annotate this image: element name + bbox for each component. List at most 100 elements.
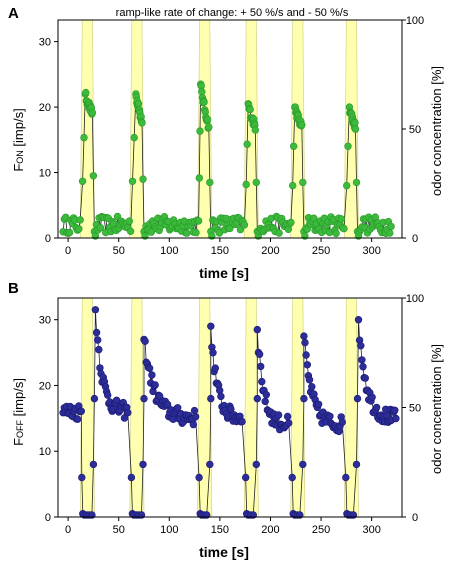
data-point-b-16 [78, 473, 86, 482]
data-point-b-156 [258, 377, 266, 386]
y-axis-label-sub-a: ON [15, 150, 25, 164]
data-point-b-50 [120, 414, 129, 422]
data-point-a-277 [351, 118, 359, 127]
data-point-a-130 [200, 98, 208, 106]
y-axis-label-b: FOFF [imp/s] [11, 378, 26, 446]
data-point-a-255 [332, 229, 340, 238]
data-point-b-109 [195, 473, 203, 482]
data-point-b-35 [103, 391, 112, 399]
data-point-b-188 [300, 332, 308, 340]
y-tick-label-a-10: 10 [39, 168, 51, 180]
data-point-b-107 [190, 406, 199, 415]
data-point-b-152 [253, 325, 261, 334]
data-point-a-119 [192, 228, 200, 237]
data-point-b-160 [262, 391, 270, 399]
x-tick-label-b-200: 200 [261, 524, 279, 536]
data-point-b-229 [353, 394, 362, 403]
data-point-b-144 [238, 417, 246, 426]
data-point-b-190 [302, 351, 310, 359]
data-point-b-76 [156, 392, 164, 400]
data-point-a-167 [242, 180, 250, 189]
data-point-a-262 [343, 181, 351, 190]
data-point-b-195 [308, 383, 316, 391]
data-point-b-108 [191, 413, 200, 421]
x-tick-label-a-100: 100 [160, 245, 178, 257]
y2-axis-label-b: odor concentration [%] [429, 344, 444, 474]
data-point-b-263 [392, 414, 400, 423]
x-tick-label-a-0: 0 [65, 245, 71, 257]
data-point-a-278 [351, 125, 360, 133]
data-point-b-25 [92, 328, 101, 337]
y-axis-label-main-b: F [11, 438, 26, 446]
data-point-a-62 [130, 133, 138, 142]
data-point-a-17 [82, 88, 90, 97]
x-tick-label-b-150: 150 [211, 524, 229, 536]
data-point-b-26 [93, 336, 102, 344]
data-point-a-173 [246, 105, 254, 114]
data-point-b-211 [326, 412, 334, 420]
data-point-b-187 [300, 394, 308, 403]
x-tick-label-a-50: 50 [113, 245, 125, 257]
y-axis-label-main-a: F [11, 164, 26, 172]
data-point-b-60 [139, 460, 147, 469]
data-point-b-134 [227, 405, 235, 413]
data-point-b-191 [303, 361, 311, 369]
y-tick-label-b-10: 10 [39, 446, 51, 458]
y-axis-label-a: FON [imp/s] [11, 108, 26, 171]
data-point-a-15 [80, 133, 88, 142]
figure-title: ramp-like rate of change: + 50 %/s and -… [116, 7, 349, 19]
data-point-a-60 [126, 227, 135, 236]
data-point-b-181 [288, 473, 296, 482]
data-point-b-246 [372, 403, 381, 412]
data-point-b-193 [305, 376, 314, 384]
data-point-a-112 [183, 229, 191, 237]
y2-axis-label-a: odor concentration [%] [429, 66, 444, 196]
x-tick-label-a-250: 250 [312, 245, 330, 257]
data-point-a-306 [387, 222, 395, 231]
data-point-a-30 [88, 108, 97, 117]
data-point-b-106 [189, 420, 198, 429]
data-point-a-163 [236, 225, 245, 234]
data-point-b-186 [299, 460, 307, 469]
data-point-b-145 [242, 473, 250, 482]
stimulus-ramp-b-6 [343, 297, 359, 518]
data-point-a-59 [125, 217, 134, 225]
data-point-b-43 [112, 396, 121, 404]
data-point-b-67 [145, 364, 154, 372]
data-point-a-31 [89, 172, 98, 180]
y-tick-label-a-20: 20 [39, 102, 51, 114]
data-point-a-279 [352, 178, 361, 187]
data-point-a-147 [215, 229, 224, 237]
data-point-a-305 [386, 229, 394, 237]
data-point-a-263 [344, 142, 352, 151]
data-point-b-242 [368, 393, 376, 401]
data-point-a-122 [195, 174, 204, 182]
data-point-b-125 [217, 392, 225, 401]
y-axis-label-unit-a: [imp/s] [11, 108, 26, 150]
data-point-b-154 [255, 350, 264, 358]
data-point-a-166 [240, 221, 249, 229]
y2-tick-label-a-100: 100 [406, 15, 424, 27]
data-point-b-61 [140, 394, 148, 403]
data-points-b [59, 306, 400, 519]
panel-label-b: B [8, 280, 19, 297]
data-point-a-136 [203, 115, 212, 124]
data-point-a-259 [337, 215, 346, 223]
data-point-b-155 [257, 362, 265, 371]
data-point-a-212 [289, 181, 297, 190]
panel-label-a: A [8, 5, 19, 22]
data-point-b-159 [261, 397, 269, 406]
data-point-b-171 [274, 411, 283, 419]
y2-tick-label-b-100: 100 [406, 293, 424, 305]
y2-tick-label-a-0: 0 [412, 233, 418, 245]
data-point-b-53 [124, 408, 132, 417]
data-point-a-14 [78, 177, 87, 186]
data-point-a-5 [65, 228, 74, 237]
data-point-b-262 [391, 406, 399, 414]
x-tick-label-b-100: 100 [160, 524, 178, 536]
data-point-a-13 [76, 216, 84, 224]
data-point-a-202 [275, 229, 283, 237]
stimulus-ramp-b-3 [197, 297, 213, 518]
